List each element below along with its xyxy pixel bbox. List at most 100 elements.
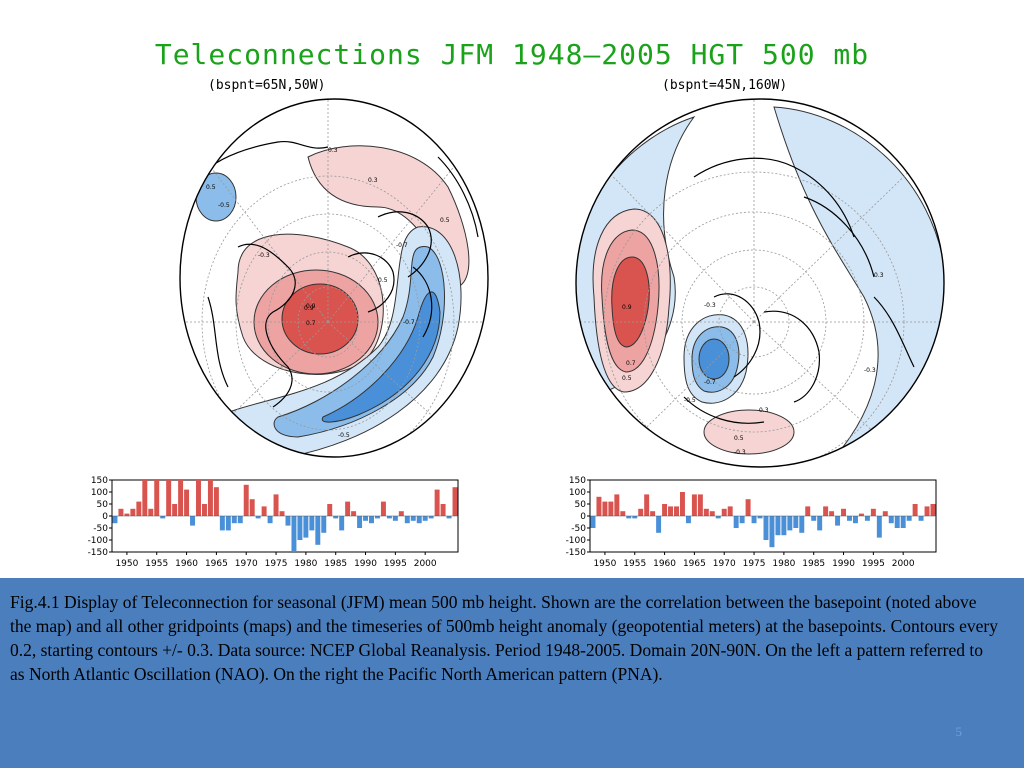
bar bbox=[632, 516, 638, 519]
map-coastlines bbox=[683, 157, 915, 424]
svg-text:0.3: 0.3 bbox=[368, 177, 378, 184]
y-tick-label: -100 bbox=[88, 536, 109, 546]
bar bbox=[398, 511, 404, 516]
bar bbox=[757, 516, 763, 519]
bar bbox=[190, 516, 196, 526]
bar bbox=[142, 480, 148, 516]
bar bbox=[291, 516, 297, 552]
svg-text:0.5: 0.5 bbox=[622, 375, 632, 382]
x-tick-label: 1985 bbox=[802, 559, 825, 569]
svg-text:0.5: 0.5 bbox=[206, 184, 216, 191]
x-tick-label: 1985 bbox=[324, 559, 347, 569]
bar bbox=[674, 506, 679, 516]
bar bbox=[339, 516, 345, 531]
bar bbox=[285, 516, 291, 526]
bar bbox=[650, 511, 656, 516]
bar bbox=[416, 516, 422, 524]
bar bbox=[608, 501, 614, 516]
bar bbox=[273, 494, 279, 516]
bar bbox=[392, 516, 398, 521]
x-tick-label: 1965 bbox=[683, 559, 706, 569]
bar bbox=[882, 511, 888, 516]
negative-contour-small bbox=[195, 172, 237, 222]
bar bbox=[261, 506, 267, 516]
bar bbox=[590, 516, 596, 528]
bar bbox=[787, 516, 793, 531]
bar bbox=[829, 511, 835, 516]
bar bbox=[112, 516, 118, 524]
svg-text:0.3: 0.3 bbox=[759, 407, 769, 414]
bar bbox=[679, 492, 685, 516]
bar bbox=[446, 516, 452, 519]
contour-labels: 0.5 0.9 0.9 0.7 -0.7 -0.7 -0.5 -0.3 0.3 … bbox=[206, 147, 450, 439]
caption-box: Fig.4.1 Display of Teleconnection for se… bbox=[0, 578, 1024, 768]
bar bbox=[380, 501, 386, 516]
bar bbox=[715, 516, 721, 519]
bar bbox=[201, 504, 207, 516]
bar bbox=[148, 508, 154, 516]
contour-labels: 0.9 0.7 0.5 -0.3 -0.7 -0.5 0.3 0.5 -0.3 … bbox=[622, 272, 884, 456]
x-tick-label: 1990 bbox=[354, 559, 377, 569]
bar bbox=[614, 494, 620, 516]
positive-contour-core bbox=[611, 256, 650, 348]
bar bbox=[662, 504, 668, 516]
svg-text:0.7: 0.7 bbox=[306, 320, 316, 327]
x-tick-label: 1960 bbox=[175, 559, 198, 569]
bar bbox=[924, 506, 930, 516]
pna-correlation-map: 0.9 0.7 0.5 -0.3 -0.7 -0.5 0.3 0.5 -0.3 … bbox=[575, 98, 945, 468]
bar bbox=[721, 508, 727, 516]
bar bbox=[166, 480, 172, 516]
svg-text:-0.3: -0.3 bbox=[864, 367, 876, 374]
y-tick-label: -50 bbox=[93, 524, 108, 534]
bar bbox=[805, 506, 811, 516]
bar bbox=[918, 516, 924, 521]
bar bbox=[309, 516, 315, 531]
y-tick-label: 100 bbox=[91, 488, 108, 498]
bar bbox=[763, 516, 769, 540]
bar bbox=[363, 516, 369, 521]
bar bbox=[249, 499, 255, 516]
svg-text:-0.7: -0.7 bbox=[704, 379, 716, 386]
map-graticule bbox=[576, 99, 944, 467]
bar bbox=[184, 489, 190, 516]
negative-contour-atlantic bbox=[773, 106, 944, 467]
svg-text:0.9: 0.9 bbox=[306, 303, 316, 310]
bar bbox=[160, 516, 166, 519]
x-tick-label: 1995 bbox=[384, 559, 407, 569]
svg-text:0.5: 0.5 bbox=[440, 217, 450, 224]
svg-text:0.5: 0.5 bbox=[378, 277, 388, 284]
bar bbox=[136, 501, 142, 516]
negative-contour-core bbox=[698, 338, 730, 380]
bar bbox=[811, 516, 817, 521]
y-tick-label: 50 bbox=[97, 500, 109, 510]
svg-text:0.9: 0.9 bbox=[304, 305, 314, 312]
bar bbox=[225, 516, 231, 531]
bar bbox=[638, 508, 644, 516]
bar bbox=[685, 516, 691, 524]
bar bbox=[847, 516, 852, 521]
nao-timeseries-chart: 150 100 50 0 -50 -100 -150 1950 1955 1960 1965 1970… bbox=[88, 476, 459, 569]
y-tick-label: -50 bbox=[571, 524, 586, 534]
bar bbox=[841, 508, 847, 516]
y-tick-label: 50 bbox=[575, 500, 587, 510]
bar bbox=[410, 516, 416, 521]
y-tick-label: 150 bbox=[91, 476, 108, 486]
bar bbox=[118, 508, 124, 516]
y-tick-label: -150 bbox=[566, 548, 587, 558]
bar bbox=[733, 516, 739, 528]
bar bbox=[781, 516, 787, 536]
x-tick-label: 1960 bbox=[653, 559, 676, 569]
map-border bbox=[575, 98, 945, 468]
bar bbox=[172, 504, 178, 516]
bar bbox=[428, 516, 434, 519]
x-tick-label: 1955 bbox=[623, 559, 646, 569]
bar bbox=[870, 508, 876, 516]
map-graticule bbox=[180, 99, 488, 457]
bar bbox=[775, 516, 781, 536]
bar bbox=[602, 501, 608, 516]
bar bbox=[745, 499, 751, 516]
x-tick-label: 1955 bbox=[145, 559, 168, 569]
bar bbox=[345, 501, 351, 516]
bar bbox=[697, 494, 703, 516]
y-tick-label: 100 bbox=[569, 488, 586, 498]
